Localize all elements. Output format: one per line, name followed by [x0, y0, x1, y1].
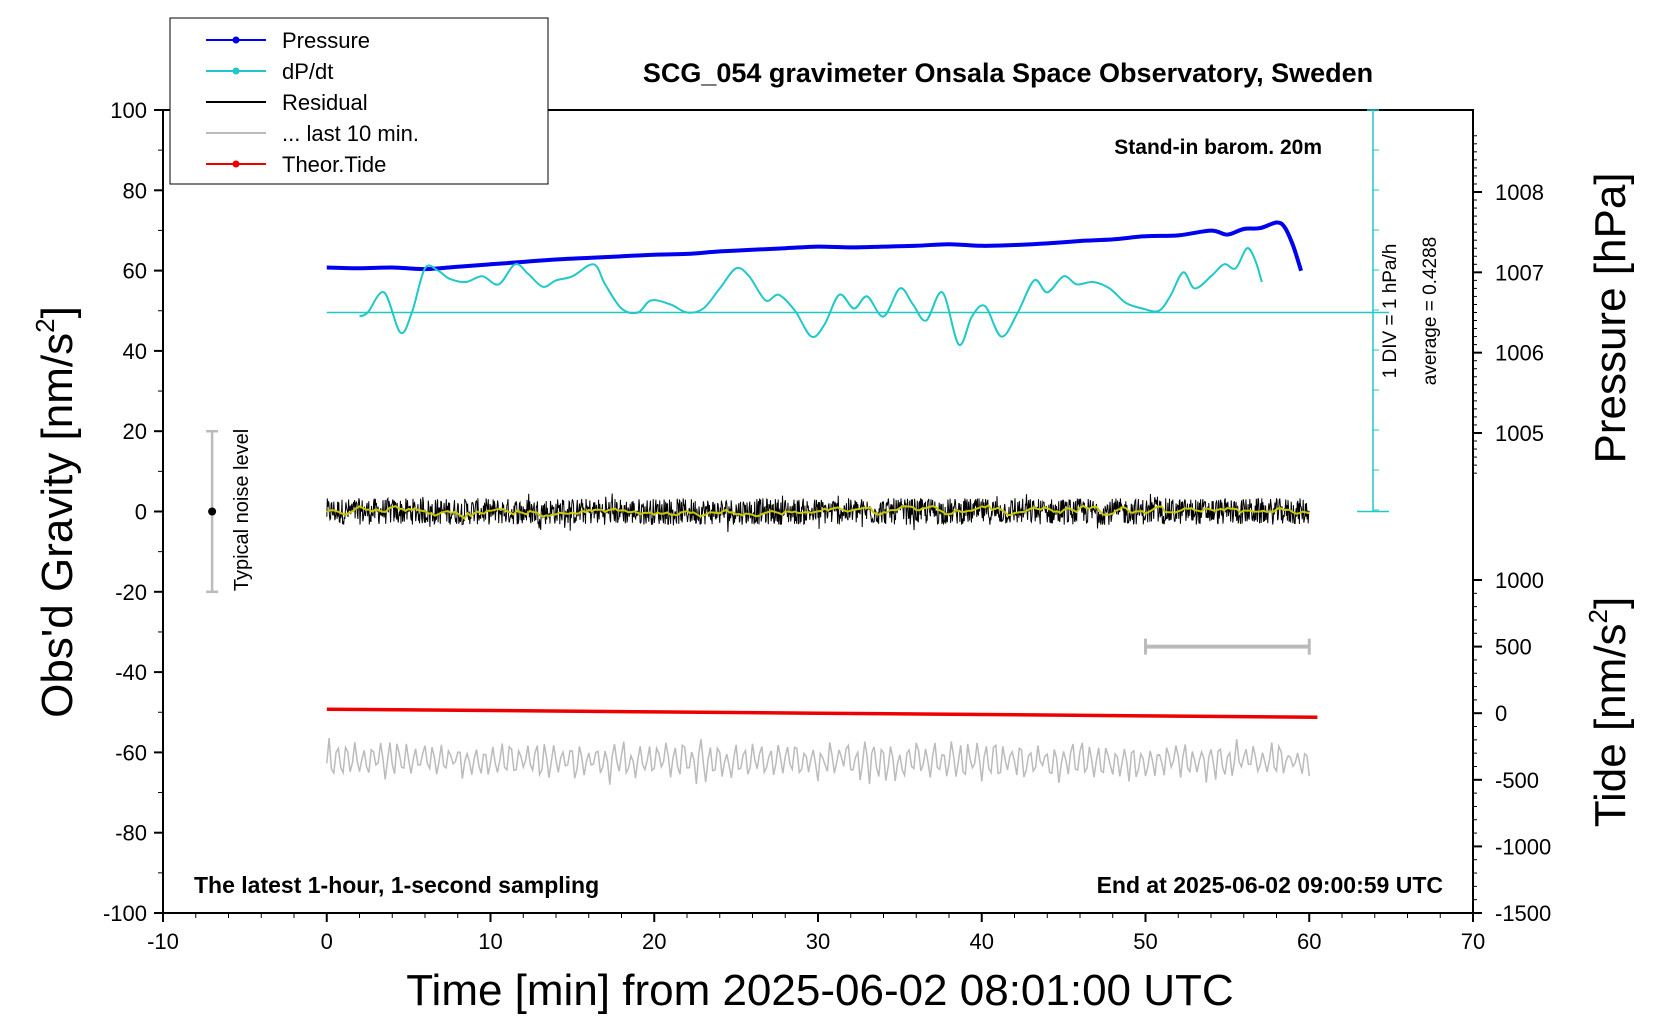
noise-level-note: Typical noise level	[231, 429, 253, 591]
series-residual	[326, 493, 1310, 533]
x-tick-label: 60	[1297, 929, 1321, 954]
x-tick-label: 0	[321, 929, 333, 954]
y-tick-label: -20	[115, 580, 147, 605]
x-tick-label: 50	[1133, 929, 1157, 954]
legend-marker	[232, 36, 240, 44]
axes-ticks: -10 0 10 20 30 40 50 60 70-100-80-60-40-20020406…	[103, 98, 1551, 954]
tide-axis-label-main: Tide [nm/s	[1586, 623, 1635, 827]
legend-label: ... last 10 min.	[282, 121, 419, 146]
tide-tick-label: 1000	[1495, 568, 1544, 593]
y-tick-label: -60	[115, 740, 147, 765]
tide-axis-label-sup: 2	[1583, 609, 1613, 623]
y-tick-label: 80	[123, 178, 147, 203]
x-tick-label: 40	[970, 929, 994, 954]
tide-tick-label: -500	[1495, 768, 1539, 793]
chart-title: SCG_054 gravimeter Onsala Space Observat…	[643, 58, 1373, 88]
latest-hour-note: The latest 1-hour, 1-second sampling	[194, 872, 599, 898]
legend-marker	[232, 160, 240, 168]
series-theor-tide	[326, 707, 1318, 719]
average-note: average = 0.4288	[1420, 237, 1441, 385]
legend-label: Residual	[282, 90, 368, 115]
tide-axis-label-end: ]	[1586, 597, 1635, 609]
pressure-axis-label: Pressure [hPa]	[1586, 172, 1635, 463]
pressure-tick-label: 1005	[1495, 421, 1544, 446]
y-tick-label: -80	[115, 821, 147, 846]
tide-tick-label: 0	[1495, 701, 1507, 726]
y-tick-label: 20	[123, 419, 147, 444]
x-tick-label: 70	[1461, 929, 1485, 954]
tide-tick-label: -1000	[1495, 834, 1551, 859]
end-time-note: End at 2025-06-02 09:00:59 UTC	[1097, 872, 1443, 898]
y-tick-label: 100	[110, 98, 147, 123]
y-tick-label: 40	[123, 339, 147, 364]
left-axis-label-end: ]	[33, 306, 82, 318]
series-dpdt	[359, 247, 1263, 346]
left-axis-label: Obs'd Gravity [nm/s2]	[30, 306, 82, 718]
x-tick-label: -10	[147, 929, 179, 954]
legend-label: Pressure	[282, 28, 370, 53]
x-axis-label: Time [min] from 2025-06-02 08:01:00 UTC	[406, 966, 1233, 1015]
tide-tick-label: -1500	[1495, 901, 1551, 926]
y-tick-label: 60	[123, 259, 147, 284]
noise-bar-center	[208, 507, 217, 516]
x-tick-label: 10	[478, 929, 502, 954]
y-tick-label: -40	[115, 660, 147, 685]
legend-marker	[232, 67, 240, 75]
legend: Pressure dP/dt Residual ... last 10 min. The…	[169, 17, 549, 185]
tide-tick-label: 500	[1495, 635, 1532, 660]
pressure-tick-label: 1008	[1495, 180, 1544, 205]
x-tick-label: 20	[642, 929, 666, 954]
tide-axis-label: Tide [nm/s2]	[1583, 597, 1635, 827]
div-scale-note: 1 DIV = 1 hPa/h	[1380, 244, 1401, 379]
y-tick-label: 0	[135, 500, 147, 525]
decor-layer	[206, 109, 1389, 655]
series-last-10-min	[326, 738, 1311, 785]
legend-label: Theor.Tide	[282, 152, 386, 177]
pressure-tick-label: 1006	[1495, 341, 1544, 366]
left-axis-label-main: Obs'd Gravity [nm/s	[33, 333, 82, 718]
y-tick-label: -100	[103, 901, 147, 926]
series-layer	[326, 220, 1318, 785]
legend-entries: Pressure dP/dt Residual ... last 10 min. The…	[206, 28, 419, 177]
barometer-note: Stand-in barom. 20m	[1114, 136, 1322, 159]
series-residual-mean	[326, 503, 1310, 521]
series-pressure	[326, 220, 1304, 272]
left-axis-label-sup: 2	[30, 318, 60, 332]
pressure-tick-label: 1007	[1495, 260, 1544, 285]
legend-label: dP/dt	[282, 59, 333, 84]
x-tick-label: 30	[806, 929, 830, 954]
